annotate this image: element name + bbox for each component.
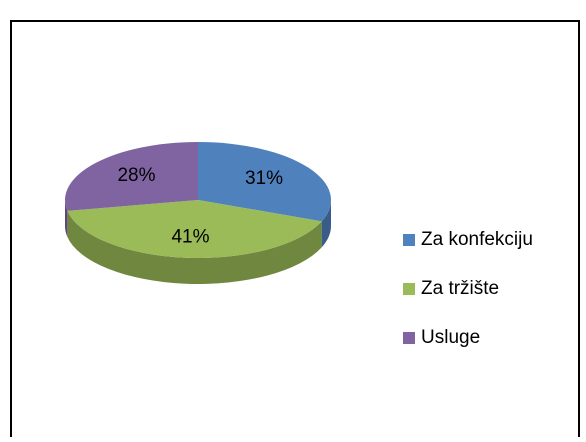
legend-swatch xyxy=(403,234,415,246)
pie-side xyxy=(67,210,322,284)
legend-label: Usluge xyxy=(421,327,480,348)
pie-side xyxy=(65,200,68,237)
legend-label: Za tržište xyxy=(421,278,499,299)
data-label: 28% xyxy=(117,165,155,186)
pie-side xyxy=(321,200,331,248)
data-label: 31% xyxy=(245,168,283,189)
pie-slice xyxy=(67,200,322,259)
pie-slice xyxy=(198,142,331,222)
legend-label: Za konfekciju xyxy=(421,229,533,250)
legend-swatch xyxy=(403,283,415,295)
pie-slice xyxy=(65,142,198,211)
legend-swatch xyxy=(403,332,415,344)
data-label: 41% xyxy=(171,227,209,248)
